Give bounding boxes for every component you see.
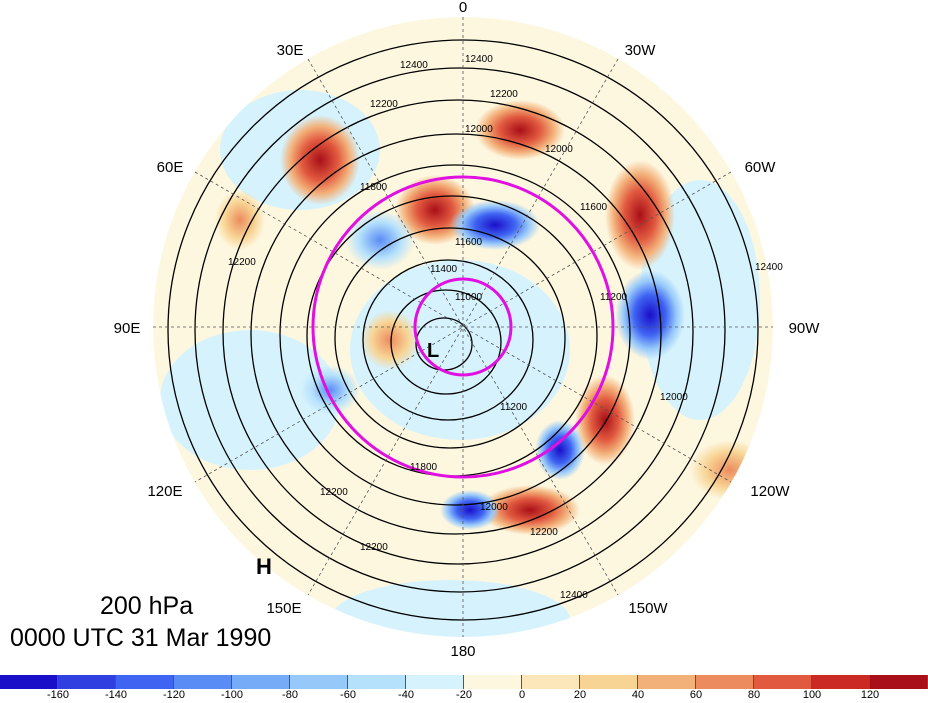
colorbar-swatch (754, 675, 812, 689)
longitude-label: 90W (789, 320, 821, 337)
colorbar-label: 120 (860, 689, 880, 701)
contour-label: 12400 (560, 590, 588, 601)
level-title: 200 hPa (100, 592, 194, 620)
colorbar-swatch (580, 675, 638, 689)
colorbar (0, 675, 928, 689)
colorbar-swatch (406, 675, 464, 689)
longitude-labels: 0 30W 60W 90W 120W 150W 180 150E 120E 90E 60E 30E (114, 0, 821, 660)
contour-label: 12000 (545, 144, 573, 155)
time-title: 0000 UTC 31 Mar 1990 (10, 624, 272, 652)
colorbar-swatch (348, 675, 406, 689)
contour-label: 12400 (400, 60, 428, 71)
contour-labels: 12400 12400 12200 12200 12000 12000 11800 11600… (228, 54, 783, 601)
contour-label: 11000 (455, 292, 483, 303)
longitude-label: 90E (114, 320, 141, 337)
colorbar-label: -60 (340, 689, 356, 701)
low-pressure-marker: L (427, 340, 439, 362)
longitude-label: 30E (277, 42, 304, 59)
reference-circles (311, 175, 615, 479)
colorbar-label: -120 (162, 689, 186, 701)
colorbar-swatch (464, 675, 522, 689)
colorbar-labels: -160 -140 -120 -100 -80 -60 -40 -20 0 20 40 60 80 100… (0, 689, 928, 703)
contour-label: 12400 (755, 262, 783, 273)
colorbar-label: 20 (573, 689, 587, 701)
colorbar-swatch (522, 675, 580, 689)
longitude-label: 60W (745, 159, 777, 176)
longitude-label: 0 (459, 0, 467, 16)
longitude-label: 180 (450, 643, 475, 660)
colorbar-swatch (174, 675, 232, 689)
contour-label: 12200 (360, 542, 388, 553)
colorbar-swatch (638, 675, 696, 689)
colorbar-swatch (232, 675, 290, 689)
colorbar-label: -160 (46, 689, 70, 701)
high-pressure-marker: H (256, 554, 272, 579)
longitude-label: 150W (628, 600, 668, 617)
colorbar-label: -140 (104, 689, 128, 701)
height-contours (167, 39, 759, 621)
contour-label: 12200 (530, 527, 558, 538)
contour-label: 12000 (465, 124, 493, 135)
longitude-label: 150E (266, 600, 301, 617)
shaded-field (153, 17, 773, 637)
colorbar-label: -20 (456, 689, 472, 701)
longitude-label: 120W (750, 483, 790, 500)
colorbar-label: 100 (802, 689, 822, 701)
contour-label: 12200 (320, 487, 348, 498)
colorbar-label: 0 (518, 689, 526, 701)
colorbar-swatch (116, 675, 174, 689)
contour-label: 11600 (455, 237, 483, 248)
contour-label: 11600 (580, 202, 608, 213)
colorbar-swatch (58, 675, 116, 689)
colorbar-label: -100 (220, 689, 244, 701)
contour-label: 12200 (228, 257, 256, 268)
longitude-label: 60E (157, 159, 184, 176)
colorbar-swatch (812, 675, 870, 689)
contour-label: 11400 (430, 264, 458, 275)
contour-label: 12000 (480, 502, 508, 513)
colorbar-label: -80 (282, 689, 298, 701)
polar-map: 0 30W 60W 90W 120W 150W 180 150E 120E 90E 60E 30E 1… (114, 0, 821, 660)
contour-label: 11800 (360, 182, 388, 193)
contour-label: 11800 (410, 462, 438, 473)
colorbar-label: 80 (747, 689, 761, 701)
contour-label: 12200 (490, 89, 518, 100)
graticule (153, 17, 773, 637)
colorbar-swatch (290, 675, 348, 689)
contour-label: 12200 (370, 99, 398, 110)
longitude-label: 30W (625, 42, 657, 59)
colorbar-label: -40 (398, 689, 414, 701)
contour-label: 12000 (660, 392, 688, 403)
colorbar-label: 40 (631, 689, 645, 701)
contour-label: 11200 (600, 292, 628, 303)
colorbar-swatch (696, 675, 754, 689)
contour-label: 12400 (465, 54, 493, 65)
longitude-label: 120E (147, 483, 182, 500)
colorbar-swatch (0, 675, 58, 689)
colorbar-label: 60 (689, 689, 703, 701)
contour-label: 11200 (500, 402, 528, 413)
colorbar-swatch (870, 675, 928, 689)
